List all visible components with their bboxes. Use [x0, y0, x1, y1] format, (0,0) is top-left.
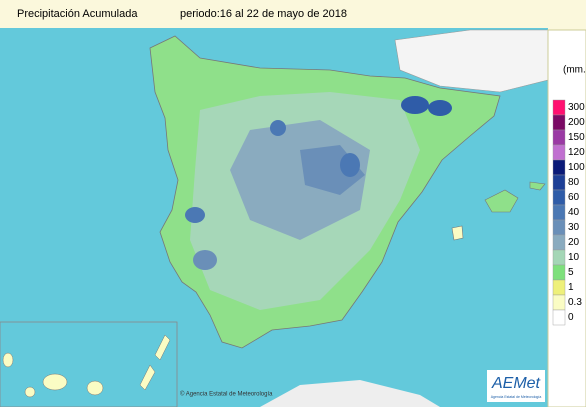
- france: [394, 29, 549, 93]
- legend-swatch: [552, 189, 566, 206]
- island: [86, 380, 104, 396]
- legend-label: 60: [568, 192, 580, 203]
- legend-swatch: [552, 309, 566, 326]
- island: [24, 386, 36, 398]
- island: [139, 364, 156, 391]
- legend-label: 20: [568, 237, 580, 248]
- legend-swatch: [552, 264, 566, 281]
- legend-label: 100: [568, 162, 585, 173]
- legend-label: 30: [568, 222, 580, 233]
- rain-blob: [401, 96, 429, 114]
- island: [2, 352, 14, 368]
- legend-swatch: [552, 294, 566, 311]
- legend-label: 150: [568, 132, 585, 143]
- legend-swatch: [552, 219, 566, 236]
- island: [42, 373, 68, 391]
- ibiza: [451, 225, 464, 241]
- rain-blob: [340, 153, 360, 177]
- legend-swatch: [552, 129, 566, 146]
- legend-swatch: [552, 114, 566, 131]
- legend-unit: (mm.: [563, 65, 586, 76]
- rain-blob: [270, 120, 286, 136]
- legend-swatch: [552, 204, 566, 221]
- legend-swatch: [552, 144, 566, 161]
- legend: 300 200 150 120 100 80 60 40 30 20 10 5 1 0.3 0: [552, 99, 585, 326]
- legend-label: 120: [568, 147, 585, 158]
- title: Precipitación Acumulada: [17, 8, 138, 20]
- island: [154, 334, 171, 361]
- legend-label: 0.3: [568, 297, 582, 308]
- legend-label: 0: [568, 312, 574, 323]
- logo-box: [487, 370, 545, 402]
- legend-swatch: [552, 249, 566, 266]
- legend-label: 1: [568, 282, 574, 293]
- logo: AEMet: [491, 375, 541, 392]
- legend-swatch: [552, 99, 566, 116]
- legend-swatch: [552, 234, 566, 251]
- legend-label: 10: [568, 252, 580, 263]
- rain-blob: [193, 250, 217, 270]
- legend-swatch: [552, 279, 566, 296]
- legend-swatch: [552, 174, 566, 191]
- header: Precipitación Acumulada periodo:16 al 22…: [0, 0, 586, 28]
- period: periodo:16 al 22 de mayo de 2018: [180, 8, 347, 20]
- legend-label: 80: [568, 177, 580, 188]
- legend-label: 300: [568, 102, 585, 113]
- credit: © Agencia Estatal de Meteorología: [180, 391, 273, 398]
- africa: [260, 380, 440, 407]
- legend-label: 200: [568, 117, 585, 128]
- legend-label: 5: [568, 267, 574, 278]
- canaries-inset: [0, 321, 178, 407]
- rain-blob: [428, 100, 452, 116]
- rain-blob: [185, 207, 205, 223]
- menorca: [529, 181, 546, 191]
- legend-label: 40: [568, 207, 580, 218]
- logo-sub: Agencia Estatal de Meteorología: [491, 395, 542, 399]
- mallorca: [484, 189, 519, 213]
- legend-swatch: [552, 159, 566, 176]
